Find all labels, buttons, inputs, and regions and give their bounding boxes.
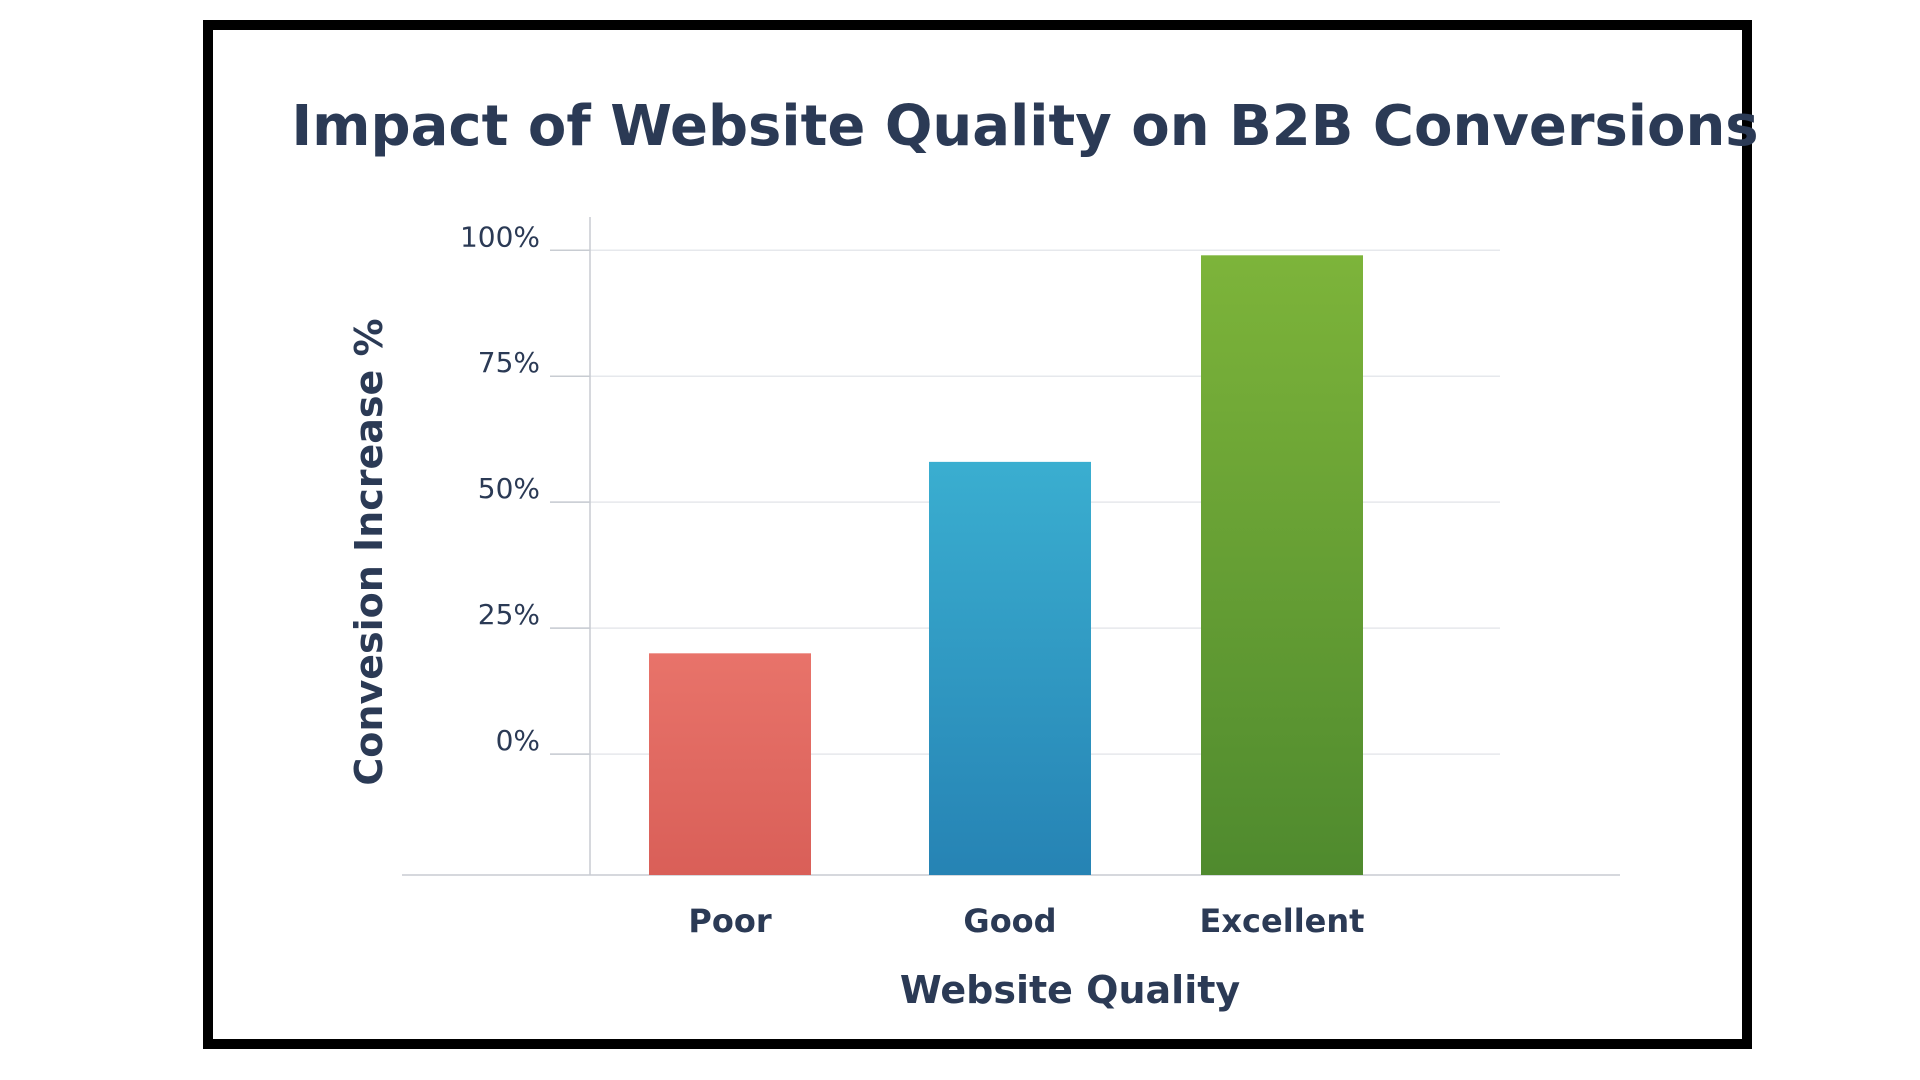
chart-title: Impact of Website Quality on B2B Convers… xyxy=(291,94,1758,159)
x-tick-label-excellent: Excellent xyxy=(1200,902,1365,940)
x-tick-label-good: Good xyxy=(963,902,1056,940)
y-tick-label-4: 100% xyxy=(460,220,540,253)
y-tick-label-1: 25% xyxy=(478,598,540,631)
bars xyxy=(649,255,1363,875)
y-tick-labels: 0% 25% 50% 75% 100% xyxy=(460,220,540,757)
bar-excellent xyxy=(1201,255,1363,875)
bar-poor xyxy=(649,653,811,875)
bar-good xyxy=(929,461,1091,875)
x-axis-label: Website Quality xyxy=(900,968,1241,1012)
x-tick-labels: Poor Good Excellent xyxy=(688,902,1364,940)
x-tick-label-poor: Poor xyxy=(688,902,771,940)
y-tick-label-2: 50% xyxy=(478,472,540,505)
y-tick-label-3: 75% xyxy=(478,346,540,379)
y-tick-label-0: 0% xyxy=(496,724,540,757)
y-axis-label: Convesion Increase % xyxy=(347,318,391,785)
